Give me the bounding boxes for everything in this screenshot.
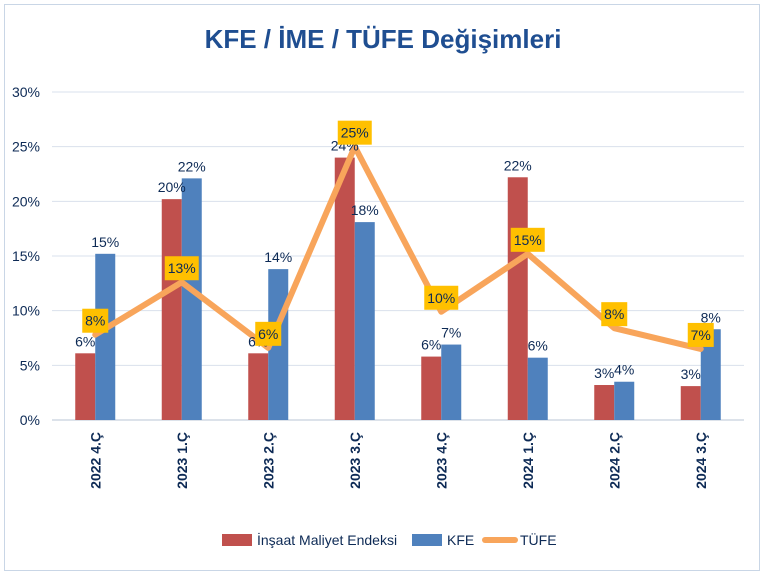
legend: İnşaat Maliyet Endeksi KFE TÜFE — [222, 531, 557, 548]
kfe-data-label: 22% — [178, 158, 206, 174]
y-tick-label: 25% — [12, 139, 40, 155]
kfe-data-label: 4% — [614, 362, 634, 378]
kfe-bar — [527, 357, 548, 420]
tufe-data-label: 6% — [258, 326, 278, 342]
x-axis-categories: 2022 4.Ç 2023 1.Ç 2023 2.Ç 2023 3.Ç 2023 4.Ç… — [87, 432, 709, 489]
tufe-label-box — [82, 308, 109, 333]
tufe-data-label: 25% — [341, 125, 369, 141]
tufe-label-box — [601, 302, 628, 327]
kfe-data-label: 6% — [528, 338, 548, 354]
bars — [75, 157, 721, 420]
tufe-data-label: 8% — [85, 313, 105, 329]
tufe-line-group — [92, 143, 704, 352]
x-category-label: 2024 2.Ç — [606, 432, 622, 489]
tufe-label-box — [424, 285, 459, 310]
ime-bar — [334, 157, 355, 420]
ime-data-label: 22% — [504, 157, 532, 173]
tufe-data-label: 13% — [168, 260, 196, 276]
ime-bar — [161, 199, 182, 420]
tufe-label-box — [687, 322, 714, 347]
x-category-label: 2024 3.Ç — [693, 432, 709, 489]
kfe-data-label: 8% — [701, 309, 721, 325]
chart-frame — [4, 4, 760, 571]
x-category-label: 2023 4.Ç — [433, 432, 449, 489]
chart-title: KFE / İME / TÜFE Değişimleri — [204, 24, 562, 54]
y-axis-ticks: 0% 5% 10% 15% 20% 25% 30% — [12, 84, 40, 428]
x-category-label: 2024 1.Ç — [520, 432, 536, 489]
legend-ime-swatch — [222, 534, 252, 546]
ime-bar — [248, 353, 269, 420]
ime-data-label: 6% — [421, 337, 441, 353]
legend-tufe-label: TÜFE — [520, 531, 557, 548]
y-tick-label: 5% — [20, 357, 40, 373]
tufe-data-label: 10% — [427, 290, 455, 306]
y-tick-label: 0% — [20, 412, 40, 428]
y-tick-label: 20% — [12, 193, 40, 209]
ime-bar — [680, 386, 701, 420]
x-category-label: 2023 2.Ç — [260, 432, 276, 489]
kfe-bar — [614, 381, 635, 420]
data-labels: 6%20%6%24%6%22%3%3%15%22%14%18%7%6%4%8%8… — [75, 120, 721, 382]
kfe-bar — [95, 253, 116, 420]
x-category-label: 2022 4.Ç — [87, 432, 103, 489]
kfe-data-label: 14% — [264, 249, 292, 265]
tufe-data-label: 15% — [514, 232, 542, 248]
kfe-data-label: 7% — [441, 325, 461, 341]
legend-kfe-swatch — [412, 534, 442, 546]
tufe-label-box — [510, 227, 545, 252]
tufe-line — [92, 143, 704, 352]
ime-bar — [594, 385, 615, 420]
y-tick-label: 15% — [12, 248, 40, 264]
tufe-data-label: 8% — [604, 306, 624, 322]
tufe-label-box — [164, 256, 199, 281]
kfe-bar — [441, 344, 462, 420]
ime-bar — [75, 353, 96, 420]
ime-data-label: 20% — [158, 179, 186, 195]
ime-bar — [507, 177, 528, 420]
tufe-label-box — [337, 120, 372, 145]
kfe-bar — [181, 178, 202, 420]
ime-bar — [421, 356, 442, 420]
tufe-label-box — [255, 321, 282, 346]
legend-ime-label: İnşaat Maliyet Endeksi — [257, 531, 397, 548]
y-tick-label: 10% — [12, 303, 40, 319]
ime-data-label: 3% — [681, 366, 701, 382]
legend-kfe-label: KFE — [447, 532, 474, 548]
ime-data-label: 6% — [75, 333, 95, 349]
ime-data-label: 3% — [594, 365, 614, 381]
kfe-data-label: 15% — [91, 234, 119, 250]
kfe-bar — [700, 329, 721, 420]
kfe-bar — [354, 222, 375, 420]
gridlines — [52, 91, 744, 421]
kfe-data-label: 18% — [351, 202, 379, 218]
tufe-data-label: 7% — [691, 327, 711, 343]
x-category-label: 2023 3.Ç — [347, 432, 363, 489]
x-category-label: 2023 1.Ç — [174, 432, 190, 489]
y-tick-label: 30% — [12, 84, 40, 100]
